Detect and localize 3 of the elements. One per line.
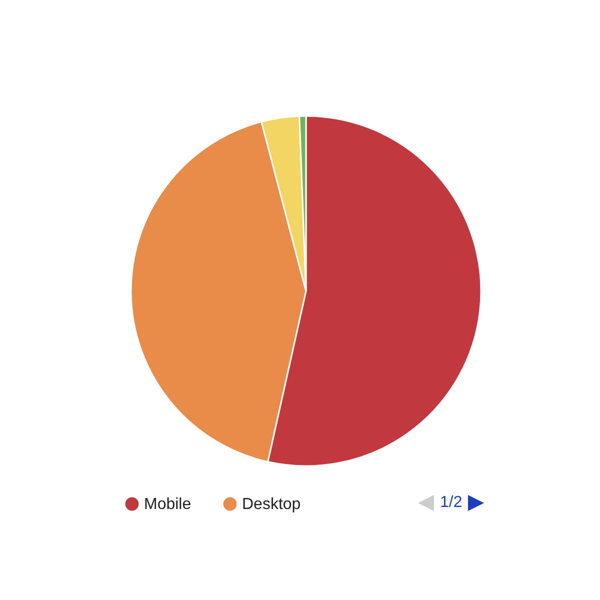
legend-label: Mobile bbox=[144, 496, 192, 513]
legend-label: Desktop bbox=[242, 496, 301, 513]
text: 1/2 bbox=[440, 494, 462, 512]
